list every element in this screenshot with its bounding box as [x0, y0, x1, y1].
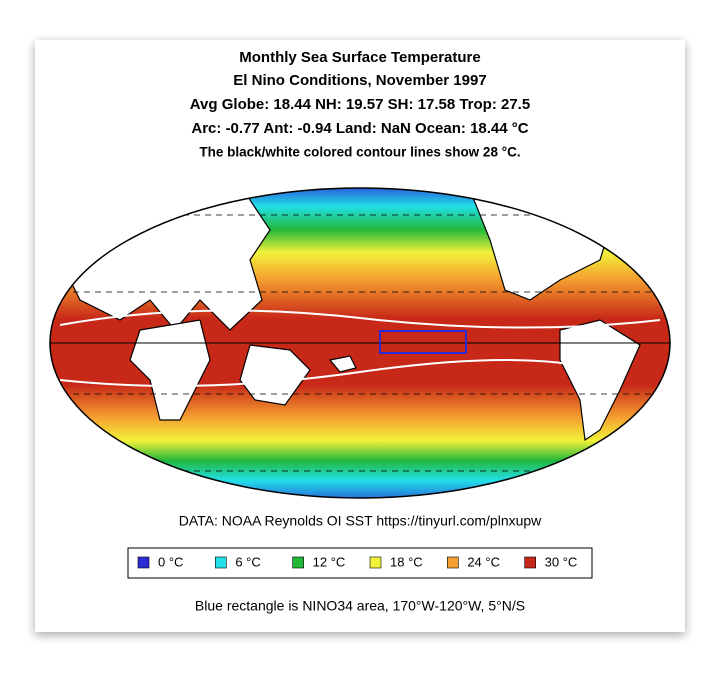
legend-swatch	[447, 556, 459, 569]
legend-box	[127, 547, 593, 579]
title-line: The black/white colored contour lines sh…	[199, 145, 520, 160]
legend-swatch	[369, 556, 382, 569]
legend-label: 18 °C	[390, 554, 423, 569]
title-line: El Nino Conditions, November 1997	[233, 72, 486, 89]
map-outline	[49, 187, 671, 499]
source: DATA: NOAA Reynolds OI SST https://tinyu…	[179, 513, 542, 529]
title-block: Monthly Sea Surface Temperature El Nino C…	[190, 49, 530, 160]
legend-swatch	[524, 556, 536, 569]
title-line: Avg Globe: 18.44 NH: 19.57 SH: 17.58 Tro…	[190, 96, 530, 113]
legend-label: 0 °C	[158, 554, 183, 569]
legend-swatch	[292, 556, 304, 569]
footnote: Blue rectangle is NINO34 area, 170°W-120…	[195, 598, 525, 614]
legend-label: 12 °C	[313, 554, 346, 569]
title-line: Arc: -0.77 Ant: -0.94 Land: NaN Ocean: 1…	[191, 120, 528, 137]
legend-label: 24 °C	[467, 554, 500, 569]
legend-label: 6 °C	[235, 554, 260, 569]
legend-swatch	[215, 556, 227, 569]
legend-label: 30 °C	[545, 554, 578, 569]
legend-swatch	[137, 556, 150, 569]
title-line: Monthly Sea Surface Temperature	[239, 49, 480, 66]
nino34-box	[379, 330, 467, 354]
legend: 0 °C 6 °C 12 °C 18 °C 24 °C 30 °C	[137, 554, 578, 569]
